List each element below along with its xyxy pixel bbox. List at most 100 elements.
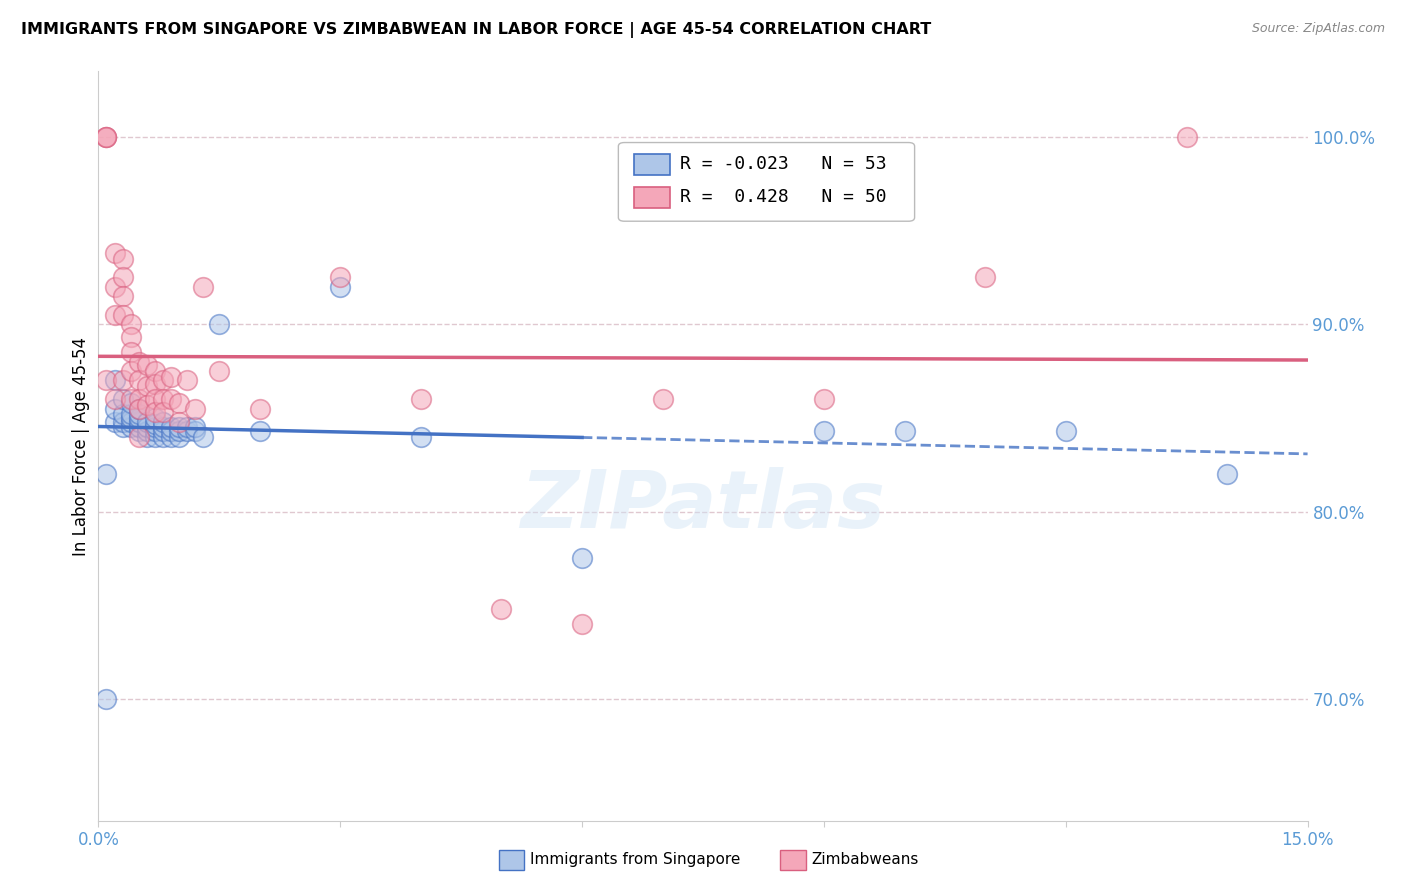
Point: [1216, 467, 1239, 482]
Point: [96, 130, 118, 145]
Point: [111, 252, 134, 266]
Text: R =  0.428   N = 50: R = 0.428 N = 50: [681, 188, 887, 206]
Point: [160, 420, 183, 434]
Point: [103, 401, 125, 416]
Point: [111, 407, 134, 421]
Point: [103, 308, 125, 322]
Point: [184, 401, 207, 416]
Point: [143, 392, 166, 407]
Point: [103, 374, 125, 388]
Point: [96, 692, 118, 706]
Point: [571, 551, 593, 566]
Point: [96, 130, 118, 145]
Point: [152, 374, 174, 388]
Point: [409, 430, 432, 444]
Text: ZIPatlas: ZIPatlas: [520, 467, 886, 545]
Point: [120, 345, 142, 359]
Point: [249, 424, 271, 438]
Point: [103, 415, 125, 429]
Point: [491, 602, 513, 616]
Text: Zimbabweans: Zimbabweans: [811, 853, 918, 867]
Point: [111, 289, 134, 303]
Point: [111, 374, 134, 388]
Point: [152, 405, 174, 419]
Point: [143, 424, 166, 438]
Point: [96, 374, 118, 388]
Text: R = -0.023   N = 53: R = -0.023 N = 53: [681, 155, 887, 173]
Point: [103, 392, 125, 407]
Point: [96, 467, 118, 482]
Point: [96, 130, 118, 145]
Point: [111, 308, 134, 322]
Point: [135, 359, 157, 373]
Point: [135, 430, 157, 444]
Point: [128, 401, 150, 416]
Point: [111, 392, 134, 407]
Point: [120, 407, 142, 421]
Point: [974, 270, 997, 285]
Point: [120, 330, 142, 344]
Point: [143, 410, 166, 425]
Point: [176, 420, 198, 434]
Bar: [634, 186, 671, 208]
Point: [651, 392, 673, 407]
Point: [571, 617, 593, 632]
Point: [152, 424, 174, 438]
Point: [167, 415, 190, 429]
Point: [111, 420, 134, 434]
Point: [128, 355, 150, 369]
Point: [103, 280, 125, 294]
Point: [152, 420, 174, 434]
Point: [120, 364, 142, 378]
Point: [1175, 130, 1198, 145]
Point: [135, 424, 157, 438]
Point: [120, 420, 142, 434]
Point: [193, 280, 215, 294]
Point: [167, 396, 190, 410]
Y-axis label: In Labor Force | Age 45-54: In Labor Force | Age 45-54: [72, 336, 90, 556]
Point: [135, 415, 157, 429]
Point: [193, 430, 215, 444]
Point: [128, 415, 150, 429]
Point: [143, 364, 166, 378]
Point: [103, 246, 125, 260]
Text: Source: ZipAtlas.com: Source: ZipAtlas.com: [1251, 22, 1385, 36]
Point: [120, 415, 142, 429]
Point: [128, 424, 150, 438]
Point: [143, 405, 166, 419]
Point: [176, 424, 198, 438]
Point: [329, 280, 352, 294]
Point: [152, 392, 174, 407]
Point: [184, 424, 207, 438]
Point: [120, 410, 142, 425]
Point: [208, 317, 231, 331]
Point: [152, 430, 174, 444]
Point: [160, 424, 183, 438]
FancyBboxPatch shape: [619, 143, 915, 221]
Point: [135, 398, 157, 412]
Point: [329, 270, 352, 285]
Point: [249, 401, 271, 416]
Point: [128, 407, 150, 421]
Point: [184, 420, 207, 434]
Point: [160, 430, 183, 444]
Point: [813, 424, 835, 438]
Point: [176, 374, 198, 388]
Point: [128, 374, 150, 388]
Text: IMMIGRANTS FROM SINGAPORE VS ZIMBABWEAN IN LABOR FORCE | AGE 45-54 CORRELATION C: IMMIGRANTS FROM SINGAPORE VS ZIMBABWEAN …: [21, 22, 931, 38]
Point: [152, 415, 174, 429]
Point: [128, 401, 150, 416]
Point: [111, 415, 134, 429]
Point: [167, 430, 190, 444]
Point: [167, 420, 190, 434]
Point: [893, 424, 915, 438]
Point: [135, 379, 157, 393]
Text: Immigrants from Singapore: Immigrants from Singapore: [530, 853, 741, 867]
Point: [120, 396, 142, 410]
Point: [1054, 424, 1077, 438]
Point: [167, 424, 190, 438]
Point: [143, 377, 166, 392]
Point: [143, 420, 166, 434]
Point: [208, 364, 231, 378]
Point: [128, 410, 150, 425]
